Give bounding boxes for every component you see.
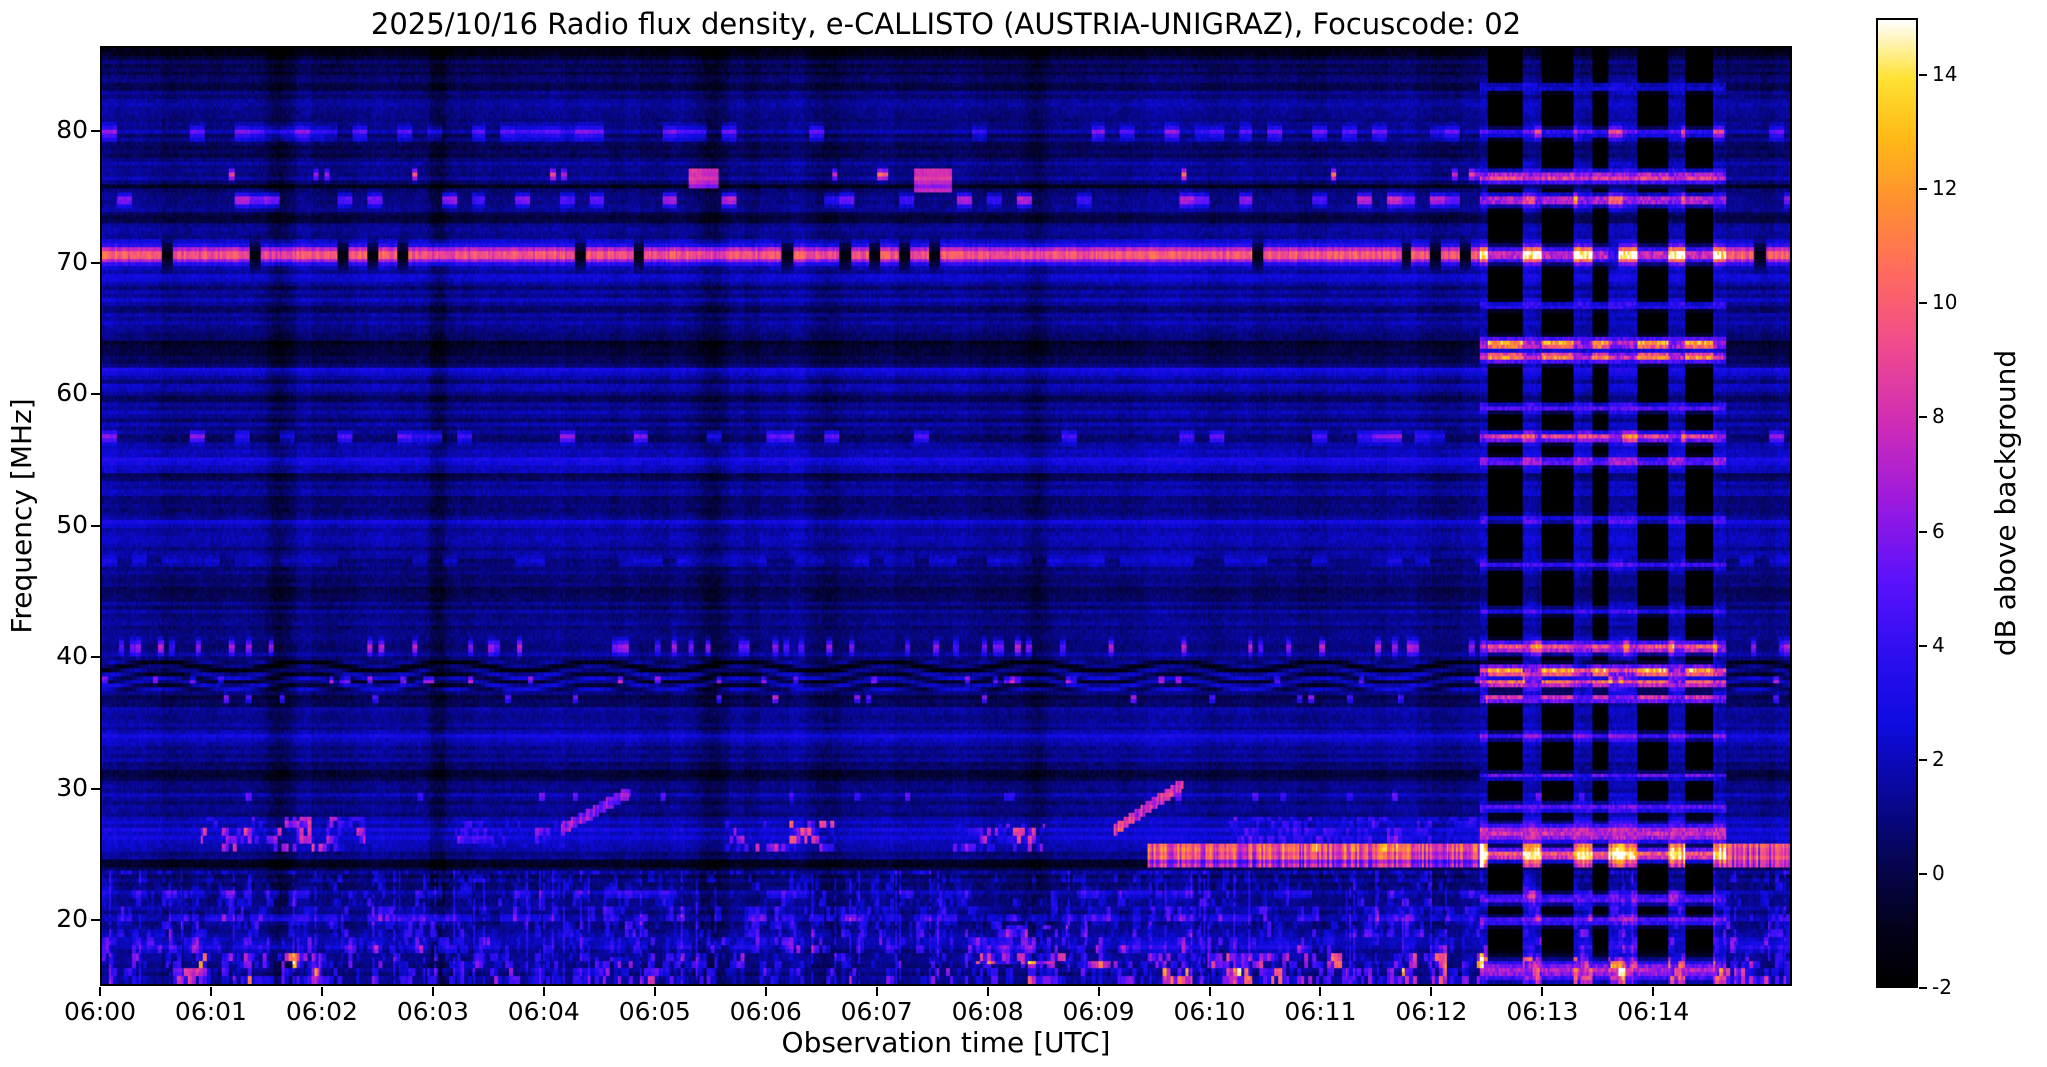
x-tick-label: 06:08 xyxy=(951,997,1024,1026)
x-tick-mark xyxy=(431,987,434,996)
x-tick-mark xyxy=(542,987,545,996)
x-tick-mark xyxy=(1652,987,1655,996)
y-tick-label: 40 xyxy=(56,641,88,671)
y-tick-mark xyxy=(91,787,100,790)
y-tick-mark xyxy=(91,919,100,922)
plot-area xyxy=(100,46,1792,986)
colorbar-tick-label: 12 xyxy=(1932,176,1958,201)
y-tick-mark xyxy=(91,261,100,264)
colorbar-tick-label: 10 xyxy=(1932,290,1958,315)
x-tick-label: 06:01 xyxy=(174,997,247,1026)
x-tick-label: 06:03 xyxy=(396,997,469,1026)
x-tick-label: 06:00 xyxy=(63,997,137,1026)
x-tick-label: 06:11 xyxy=(1284,997,1357,1026)
y-tick-label: 60 xyxy=(56,378,88,408)
x-tick-mark xyxy=(320,987,323,996)
colorbar-tick-label: 8 xyxy=(1932,404,1945,429)
colorbar-tick-label: 0 xyxy=(1932,860,1945,885)
colorbar xyxy=(1876,18,1918,988)
y-tick-label: 50 xyxy=(56,509,88,539)
x-tick-mark xyxy=(986,987,989,996)
x-tick-label: 06:07 xyxy=(840,997,913,1026)
y-tick-label: 70 xyxy=(56,246,88,276)
x-tick-mark xyxy=(1097,987,1100,996)
colorbar-tick-mark xyxy=(1919,188,1927,191)
x-tick-label: 06:06 xyxy=(729,997,802,1026)
spectrogram-canvas xyxy=(102,48,1790,984)
x-tick-mark xyxy=(209,987,212,996)
x-tick-mark xyxy=(99,987,101,996)
colorbar-tick-mark xyxy=(1919,530,1927,533)
x-tick-label: 06:14 xyxy=(1617,997,1690,1026)
colorbar-tick-mark xyxy=(1919,644,1927,647)
x-tick-mark xyxy=(1208,987,1211,996)
colorbar-tick-mark xyxy=(1919,758,1927,761)
x-tick-label: 06:04 xyxy=(507,997,580,1026)
colorbar-tick-label: -2 xyxy=(1932,975,1952,999)
x-axis-label: Observation time [UTC] xyxy=(781,1026,1111,1059)
colorbar-tick-mark xyxy=(1919,987,1927,989)
colorbar-tick-label: 2 xyxy=(1932,746,1945,771)
colorbar-tick-label: 14 xyxy=(1932,62,1958,87)
x-tick-label: 06:02 xyxy=(285,997,358,1026)
colorbar-tick-mark xyxy=(1919,74,1927,77)
y-tick-label: 80 xyxy=(56,115,88,145)
x-tick-label: 06:12 xyxy=(1395,997,1468,1026)
y-tick-mark xyxy=(91,393,100,396)
y-tick-mark xyxy=(91,524,100,527)
colorbar-tick-mark xyxy=(1919,872,1927,875)
chart-title: 2025/10/16 Radio flux density, e-CALLIST… xyxy=(370,7,1522,41)
x-tick-label: 06:13 xyxy=(1506,997,1579,1026)
y-tick-label: 30 xyxy=(56,772,88,802)
y-tick-mark xyxy=(91,656,100,659)
x-tick-label: 06:09 xyxy=(1062,997,1135,1026)
y-tick-mark xyxy=(91,130,100,133)
x-tick-mark xyxy=(1430,987,1433,996)
x-tick-mark xyxy=(1319,987,1322,996)
x-tick-mark xyxy=(875,987,878,996)
x-tick-label: 06:05 xyxy=(618,997,691,1026)
colorbar-tick-label: 6 xyxy=(1932,518,1945,543)
colorbar-tick-mark xyxy=(1919,302,1927,305)
colorbar-label: dB above background xyxy=(1989,349,2022,657)
colorbar-tick-label: 4 xyxy=(1932,632,1945,657)
x-tick-mark xyxy=(653,987,656,996)
colorbar-canvas xyxy=(1878,20,1916,986)
colorbar-tick-mark xyxy=(1919,416,1927,419)
x-tick-mark xyxy=(1541,987,1544,996)
x-tick-label: 06:10 xyxy=(1173,997,1246,1026)
y-tick-label: 20 xyxy=(56,904,88,934)
x-tick-mark xyxy=(764,987,767,996)
